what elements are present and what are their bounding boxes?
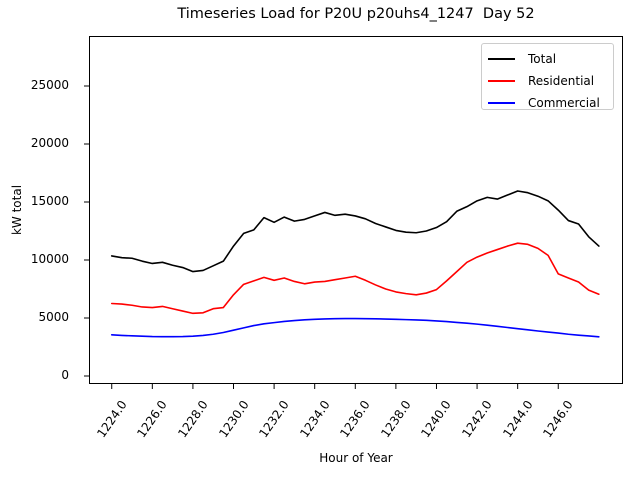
legend-entry-commercial: Commercial [482, 92, 613, 114]
legend-label-residential: Residential [528, 74, 595, 88]
legend-entry-total: Total [482, 48, 613, 70]
legend: Total Residential Commercial [481, 43, 614, 110]
x-tick-label: 1226.0 [134, 397, 171, 441]
y-tick-label: 20000 [30, 136, 69, 151]
y-tick-label: 0 [61, 368, 69, 383]
legend-line-commercial-icon [488, 102, 515, 104]
legend-label-commercial: Commercial [528, 96, 600, 110]
y-tick-label: 10000 [30, 252, 69, 267]
plot-area [84, 36, 623, 389]
legend-line-residential-icon [488, 80, 515, 82]
x-axis-label: Hour of Year [319, 451, 393, 465]
series-line-total [110, 190, 600, 273]
x-tick-label: 1244.0 [499, 397, 536, 441]
series-line-residential [110, 242, 600, 315]
x-tick-label: 1228.0 [175, 397, 211, 441]
y-tick-label: 5000 [38, 310, 69, 325]
x-tick-label: 1232.0 [256, 397, 292, 441]
y-axis-label: kW total [10, 184, 24, 236]
x-tick-label: 1240.0 [418, 397, 455, 441]
x-tick-label: 1236.0 [337, 397, 374, 441]
legend-entry-residential: Residential [482, 70, 613, 92]
series-line-commercial [110, 317, 600, 338]
y-tick-label: 25000 [30, 78, 69, 93]
x-tick-label: 1234.0 [296, 397, 333, 441]
x-tick-label: 1230.0 [215, 397, 252, 441]
legend-line-total-icon [488, 58, 515, 60]
legend-label-total: Total [528, 52, 557, 66]
x-tick-label: 1246.0 [540, 397, 577, 441]
x-tick-label: 1242.0 [459, 397, 495, 441]
y-tick-label: 15000 [30, 194, 69, 209]
plot-frame [89, 36, 623, 384]
chart-title: Timeseries Load for P20U p20uhs4_1247 Da… [177, 6, 535, 22]
